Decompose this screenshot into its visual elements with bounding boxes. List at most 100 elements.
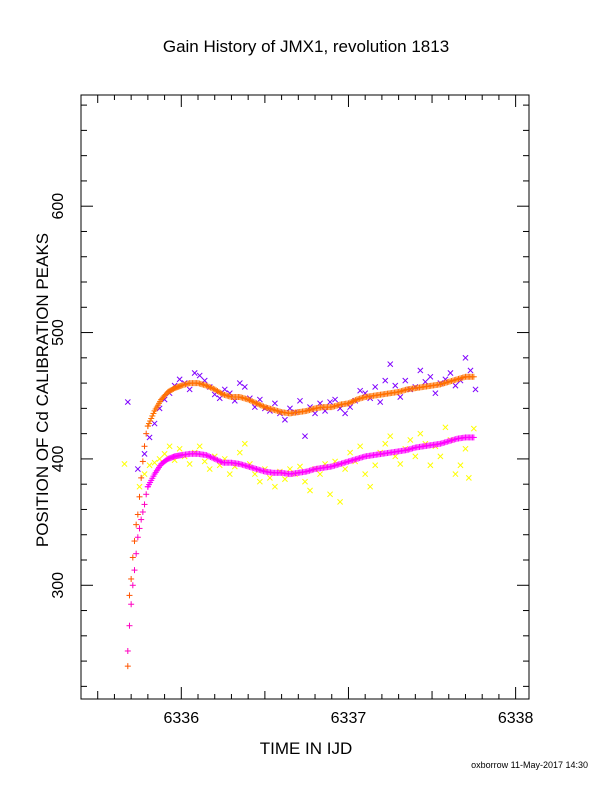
series-2-point [452, 471, 459, 478]
series-1-point [241, 383, 248, 390]
series-4-point [136, 525, 143, 532]
footer-credit: oxborrow 11-May-2017 14:30 [471, 760, 588, 770]
series-4-point [143, 491, 150, 498]
series-1-point [472, 386, 479, 393]
series-2-point [266, 474, 273, 481]
series-2-point [302, 478, 308, 485]
series-5-point [246, 397, 253, 404]
series-6-point [207, 454, 214, 461]
series-5-point [256, 401, 263, 408]
series-6-point [215, 457, 222, 464]
series-2-point [437, 453, 444, 460]
series-1-point [397, 394, 404, 400]
series-1-point [372, 383, 379, 390]
series-1-point [191, 370, 198, 376]
series-6-point [208, 454, 215, 461]
series-6-point [204, 452, 211, 459]
series-6-point [206, 453, 213, 460]
series-1-point [146, 434, 153, 441]
series-3-point [138, 474, 145, 481]
y-tick-label: 500 [50, 319, 67, 346]
series-1-point [186, 386, 193, 393]
series-1-point [287, 405, 293, 412]
series-2-point [226, 471, 233, 478]
series-5-point [245, 396, 252, 403]
series-5-point [249, 398, 256, 405]
y-tick-label: 300 [50, 572, 67, 599]
series-1-point [432, 390, 439, 397]
series-4-point [124, 647, 131, 654]
series-1-point [176, 376, 183, 383]
x-tick-label: 6338 [498, 710, 534, 727]
series-2-point [372, 462, 379, 469]
series-5-point [352, 397, 359, 404]
series-1-point [422, 378, 429, 385]
series-1-point [297, 397, 303, 404]
series-5-point [207, 384, 214, 391]
series-1-point [271, 400, 278, 407]
series-4-point [134, 534, 141, 541]
series-5-point [346, 399, 353, 406]
series-5-point [345, 400, 352, 407]
series-1-point [281, 416, 288, 423]
series-6-point [214, 457, 221, 464]
series-1-point [236, 380, 243, 387]
series-1-point [124, 399, 131, 406]
series-2-point [362, 471, 369, 478]
series-1-point [302, 433, 308, 440]
series-5-point [208, 385, 215, 392]
series-5-point [218, 390, 225, 397]
series-6-point [211, 455, 218, 462]
series-2-point [427, 462, 434, 469]
series-1-point [134, 466, 141, 472]
series-2-point [367, 483, 374, 490]
series-1-point [221, 386, 228, 393]
series-3-point [134, 511, 141, 518]
series-2-point [412, 453, 419, 460]
axis-ticks: 6336 6337 6338 300 400 500 600 [50, 95, 534, 727]
series-2-point [141, 471, 148, 478]
series-2-point [146, 462, 153, 469]
x-axis-label: TIME IN IJD [260, 739, 353, 758]
series-1-point [382, 377, 389, 384]
y-axis-label: POSITION OF Cd CALIBRATION PEAKS [33, 233, 52, 547]
series-2-point [327, 491, 334, 498]
series-5-point [210, 385, 217, 392]
series-5-point [203, 382, 210, 389]
series-2-point [317, 471, 323, 478]
series-2-point [307, 487, 313, 494]
series-5-point [150, 410, 157, 417]
series-4-point [128, 601, 135, 608]
series-5-point [145, 420, 152, 427]
series-2-point [281, 476, 288, 483]
series-2-point [176, 445, 183, 452]
series-5-point [351, 397, 358, 404]
series-2-point [287, 466, 293, 472]
series-2-point [407, 437, 414, 443]
series-1-point [342, 410, 349, 417]
series-3-point [126, 592, 133, 599]
series-5-point [252, 399, 259, 406]
series-1-point [327, 399, 334, 406]
series-6-point [213, 456, 220, 463]
series-5-point [254, 400, 261, 407]
data-marks [121, 354, 479, 670]
series-2-point [465, 474, 472, 481]
series-5-point [348, 399, 355, 406]
series-5-point [204, 383, 211, 390]
series-2-point [151, 459, 158, 466]
series-5-point [257, 402, 264, 409]
series-4-point [131, 567, 138, 574]
series-2-point [387, 433, 394, 440]
series-3-point [128, 575, 135, 582]
series-2-point [241, 440, 248, 447]
series-5-point [349, 398, 356, 405]
series-2-point [251, 471, 258, 478]
series-5-point [147, 418, 154, 425]
series-2-point [166, 443, 173, 450]
series-2-point [417, 430, 424, 437]
series-2-point [136, 483, 143, 490]
series-5-point [253, 400, 260, 407]
series-1-point [402, 377, 409, 384]
series-1-point [427, 373, 434, 380]
